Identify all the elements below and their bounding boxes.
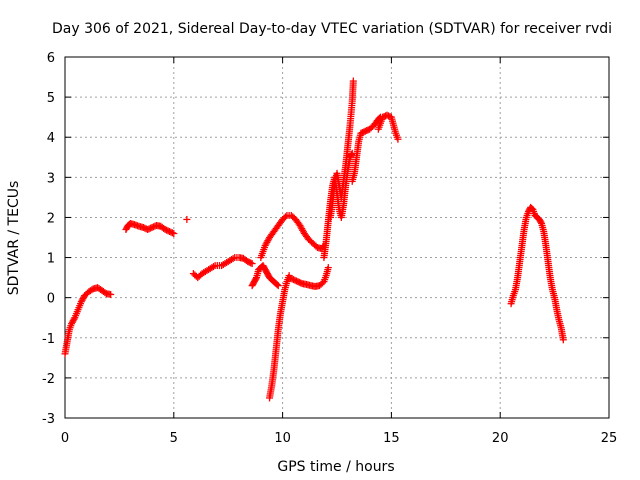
y-tick-label: 1 [47, 252, 55, 267]
y-tick-label: 0 [47, 292, 55, 307]
data-point [273, 281, 281, 289]
x-tick-label: 25 [601, 431, 618, 446]
axis-ticks [64, 56, 610, 419]
y-tick-label: -2 [42, 372, 55, 387]
data-point [274, 282, 282, 290]
data-point [210, 263, 218, 271]
data-point [537, 218, 545, 226]
y-tick-labels: -3 -2 -1 0 1 2 3 4 5 6 [42, 51, 55, 427]
data-point [69, 317, 77, 325]
data-point [70, 315, 78, 323]
data-point [168, 229, 176, 237]
y-tick-label: 5 [47, 91, 55, 106]
x-axis-label: GPS time / hours [277, 459, 394, 475]
y-tick-label: -3 [42, 412, 55, 427]
y-tick-label: 6 [47, 51, 55, 66]
y-tick-label: 2 [47, 211, 55, 226]
data-point [394, 135, 402, 143]
data-point [78, 296, 86, 304]
y-tick-label: 3 [47, 171, 55, 186]
x-tick-label: 15 [383, 431, 400, 446]
x-tick-label: 5 [170, 431, 178, 446]
plot-frame [64, 56, 610, 419]
data-point [68, 320, 76, 328]
data-point [324, 264, 332, 272]
x-tick-labels: 0 5 10 15 20 25 [61, 431, 617, 446]
x-tick-label: 0 [61, 431, 69, 446]
x-tick-label: 20 [492, 431, 509, 446]
chart-title: Day 306 of 2021, Sidereal Day-to-day VTE… [52, 21, 612, 37]
y-tick-label: -1 [42, 332, 55, 347]
grid-lines [65, 57, 609, 418]
data-point [68, 318, 76, 326]
data-point [107, 290, 115, 298]
data-point [248, 260, 256, 268]
data-point [229, 255, 237, 263]
data-point [247, 259, 255, 267]
data-point [79, 295, 87, 303]
data-point [170, 229, 178, 237]
x-tick-label: 10 [274, 431, 291, 446]
data-point [183, 215, 191, 223]
data-series [61, 77, 567, 402]
data-point [349, 77, 357, 85]
data-point [282, 213, 290, 221]
data-point [252, 275, 260, 283]
data-point [348, 151, 356, 159]
y-tick-label: 4 [47, 131, 55, 146]
y-axis-label: SDTVAR / TECUs [6, 181, 22, 296]
data-point [77, 298, 85, 306]
data-point [559, 336, 567, 344]
